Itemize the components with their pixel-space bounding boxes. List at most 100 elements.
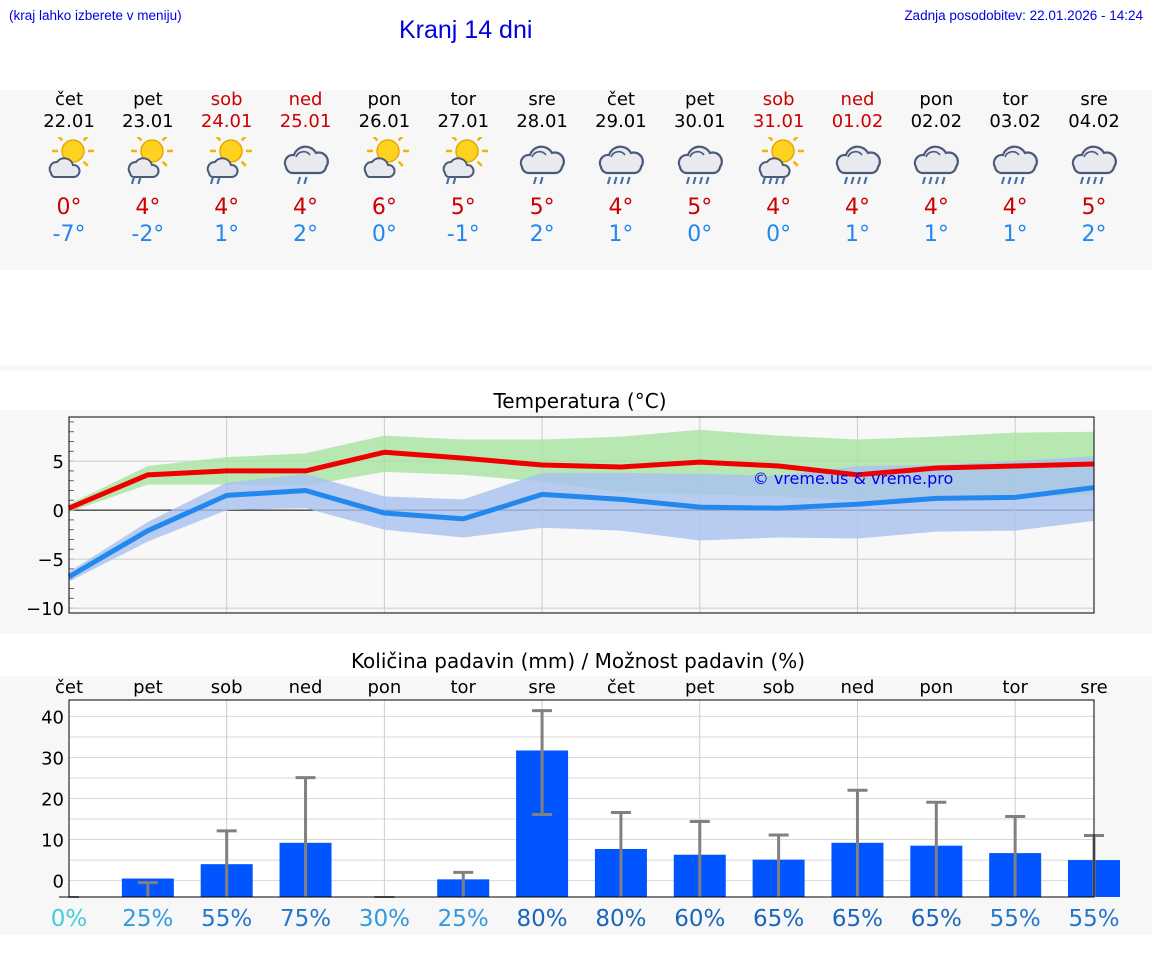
min-temperature: 2° bbox=[529, 222, 555, 247]
cloud-heavy-rain-icon bbox=[581, 137, 661, 191]
day-name: sob bbox=[762, 89, 795, 110]
day-date: 01.02 bbox=[831, 111, 884, 132]
day-date: 30.01 bbox=[674, 111, 726, 132]
cloud-heavy-rain-icon bbox=[818, 137, 898, 191]
max-temperature: 4° bbox=[214, 195, 240, 220]
day-name: sob bbox=[210, 89, 243, 110]
day-name: sre bbox=[1080, 89, 1108, 110]
max-temperature: 4° bbox=[135, 195, 161, 220]
day-column: pet 23.01 4° -2° bbox=[108, 89, 188, 248]
temperature-frame bbox=[68, 416, 1095, 614]
day-date: 28.01 bbox=[516, 111, 568, 132]
day-column: sob 31.01 4° 0° bbox=[739, 89, 819, 248]
min-temperature: 1° bbox=[608, 222, 634, 247]
y-tick-label: 10 bbox=[41, 831, 64, 852]
category-label: ned bbox=[841, 677, 875, 698]
sun-cloud-rain-icon bbox=[423, 130, 503, 191]
precipitation-y-axis: 40 30 20 10 0 bbox=[41, 707, 64, 892]
category-label: tor bbox=[1002, 677, 1028, 698]
probability-label: 25% bbox=[122, 906, 173, 932]
max-temperature: 4° bbox=[293, 195, 319, 220]
y-tick-label: 5 bbox=[53, 452, 64, 473]
temperature-title: Temperatura (°C) bbox=[492, 389, 666, 413]
min-temperature: 1° bbox=[1002, 222, 1028, 247]
temperature-y-axis: 5 0 −5 −10 bbox=[26, 452, 64, 620]
min-temperature: 2° bbox=[1081, 222, 1107, 247]
day-date: 23.01 bbox=[122, 111, 174, 132]
probability-label: 55% bbox=[1068, 906, 1119, 932]
category-label: čet bbox=[607, 677, 635, 698]
temperature-lines bbox=[67, 449, 1095, 579]
min-temperature: -7° bbox=[52, 222, 86, 247]
max-temperature: 4° bbox=[1002, 195, 1028, 220]
day-name: pet bbox=[133, 89, 163, 110]
location-hint: (kraj lahko izberete v meniju) bbox=[9, 8, 182, 23]
category-label: tor bbox=[450, 677, 476, 698]
day-date: 02.02 bbox=[910, 111, 963, 132]
probability-label: 65% bbox=[753, 906, 804, 932]
sun-cloud-icon bbox=[344, 130, 424, 191]
day-column: sob 24.01 4° 1° bbox=[187, 89, 267, 248]
sun-cloud-heavy-rain-icon bbox=[739, 130, 819, 191]
day-column: tor 27.01 5° -1° bbox=[423, 89, 503, 248]
cloud-rain-icon bbox=[502, 137, 582, 191]
forecast-strip bbox=[0, 90, 1152, 270]
min-temperature: -2° bbox=[131, 222, 165, 247]
cloud-heavy-rain-icon bbox=[1054, 137, 1134, 191]
precipitation-categories: čet pet sob ned pon tor sre čet pet sob ned pon tor s… bbox=[55, 677, 1108, 698]
day-column: ned 25.01 4° 2° bbox=[266, 89, 346, 248]
cloud-heavy-rain-icon bbox=[660, 137, 740, 191]
page-title: Kranj 14 dni bbox=[399, 16, 533, 44]
sun-cloud-rain-icon bbox=[187, 130, 267, 191]
day-date: 27.01 bbox=[437, 111, 490, 132]
day-name: sre bbox=[528, 89, 556, 110]
y-tick-label: −5 bbox=[37, 550, 64, 571]
min-temperature: 0° bbox=[371, 222, 397, 247]
category-label: sob bbox=[763, 677, 795, 698]
precipitation-frame bbox=[68, 699, 1095, 898]
max-temperature: 4° bbox=[608, 195, 634, 220]
cloud-rain-icon bbox=[266, 137, 346, 191]
probability-label: 65% bbox=[911, 906, 962, 932]
cloud-heavy-rain-icon bbox=[896, 137, 976, 191]
day-date: 29.01 bbox=[595, 111, 647, 132]
min-temperature: -1° bbox=[446, 222, 480, 247]
day-name: ned bbox=[840, 89, 875, 110]
probability-label: 75% bbox=[280, 906, 331, 932]
min-temperature-line bbox=[67, 485, 1095, 579]
day-name: ned bbox=[288, 89, 323, 110]
cloud-heavy-rain-icon bbox=[975, 137, 1055, 191]
max-temperature: 5° bbox=[1081, 195, 1107, 220]
day-column: ned 01.02 4° 1° bbox=[818, 89, 898, 248]
min-temperature: 1° bbox=[214, 222, 240, 247]
max-temperature: 6° bbox=[371, 195, 397, 220]
max-temperature: 0° bbox=[56, 195, 82, 220]
max-temperature: 5° bbox=[529, 195, 555, 220]
y-tick-label: −10 bbox=[26, 599, 64, 620]
category-label: sre bbox=[528, 677, 555, 698]
y-tick-label: 20 bbox=[41, 790, 64, 811]
probability-label: 25% bbox=[438, 906, 489, 932]
sun-cloud-rain-icon bbox=[108, 130, 188, 191]
category-label: pon bbox=[919, 677, 953, 698]
category-label: čet bbox=[55, 677, 83, 698]
temperature-chart: Temperatura (°C) 5 0 −5 −10 © vreme.us & vr… bbox=[26, 389, 1095, 620]
day-name: pet bbox=[685, 89, 715, 110]
min-temperature: 0° bbox=[687, 222, 713, 247]
precipitation-chart: Količina padavin (mm) / Možnost padavin … bbox=[41, 649, 1120, 932]
max-temperature: 4° bbox=[845, 195, 870, 220]
day-column: čet 22.01 0° -7° bbox=[29, 89, 109, 248]
day-name: tor bbox=[1002, 89, 1028, 110]
probability-label: 55% bbox=[990, 906, 1041, 932]
probability-label: 80% bbox=[517, 906, 568, 932]
probability-label: 60% bbox=[674, 906, 725, 932]
category-label: pet bbox=[133, 677, 163, 698]
day-name: tor bbox=[450, 89, 476, 110]
min-temperature: 1° bbox=[845, 222, 870, 247]
y-tick-label: 30 bbox=[41, 748, 64, 769]
watermark[interactable]: © vreme.us & vreme.pro bbox=[753, 469, 954, 488]
day-date: 31.01 bbox=[752, 111, 805, 132]
day-name: pon bbox=[919, 89, 954, 110]
category-label: sre bbox=[1080, 677, 1107, 698]
max-temperature: 5° bbox=[450, 195, 476, 220]
